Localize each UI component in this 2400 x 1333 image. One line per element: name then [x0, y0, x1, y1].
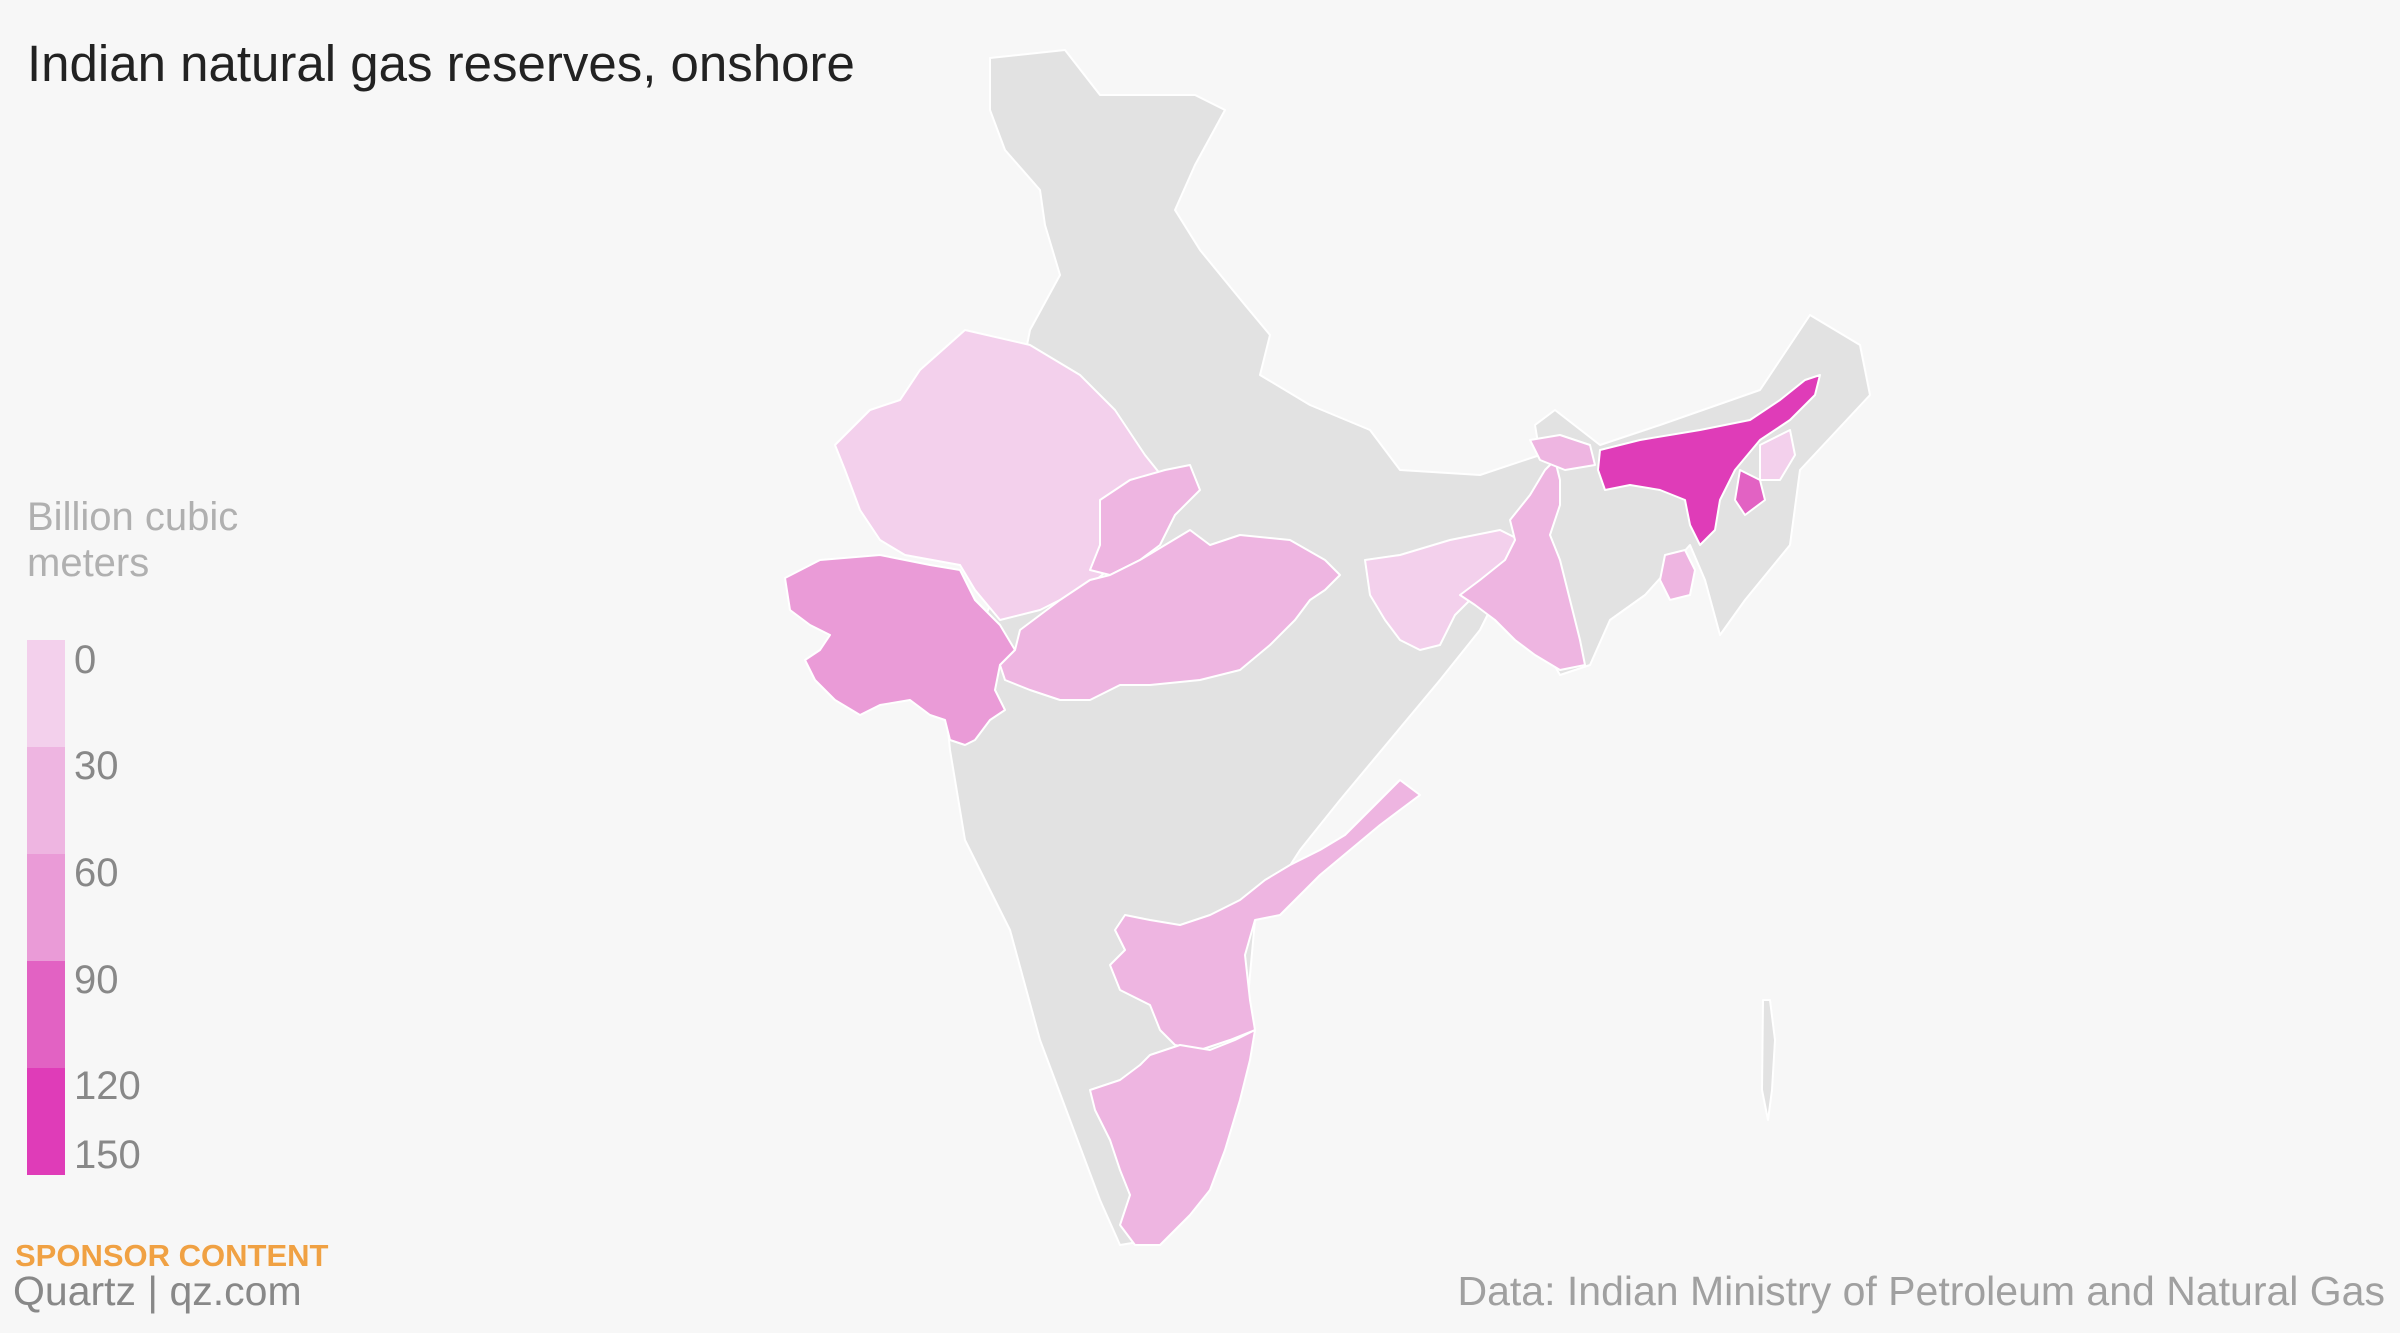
legend-title: Billion cubic meters: [27, 495, 239, 585]
region-tripura[interactable]: [1659, 549, 1696, 601]
legend-swatch-0: [27, 640, 65, 747]
legend-tick-60: 60: [74, 851, 119, 895]
legend-swatch-3: [27, 961, 65, 1068]
region-arunachal-pradesh[interactable]: [1759, 429, 1796, 481]
region-andaman-islands: [1761, 999, 1776, 1121]
region-nagaland[interactable]: [1734, 469, 1766, 516]
legend-swatch-2: [27, 854, 65, 961]
region-andhra-pradesh[interactable]: [1109, 779, 1421, 1051]
region-uttar-pradesh[interactable]: [1089, 464, 1201, 576]
region-rajasthan[interactable]: [834, 329, 1166, 621]
legend-tick-30: 30: [74, 744, 119, 788]
legend-tick-120: 120: [74, 1064, 141, 1108]
region-tamil-nadu[interactable]: [1089, 1029, 1256, 1246]
region-gujarat[interactable]: [784, 554, 1016, 746]
region-madhya-pradesh[interactable]: [999, 529, 1341, 701]
legend-tick-90: 90: [74, 958, 119, 1002]
sponsor-label: SPONSOR CONTENT: [15, 1238, 329, 1273]
region-sikkim[interactable]: [1529, 434, 1596, 471]
legend-swatch-1: [27, 747, 65, 854]
brand-credit: Quartz | qz.com: [13, 1268, 302, 1314]
data-source: Data: Indian Ministry of Petroleum and N…: [1457, 1268, 2386, 1314]
map-title: Indian natural gas reserves, onshore: [27, 35, 855, 92]
legend-tick-0: 0: [74, 638, 97, 682]
legend-swatch-4: [27, 1068, 65, 1175]
region-jharkhand[interactable]: [1364, 529, 1521, 651]
legend-tick-150: 150: [74, 1133, 141, 1177]
region-assam[interactable]: [1597, 374, 1821, 546]
